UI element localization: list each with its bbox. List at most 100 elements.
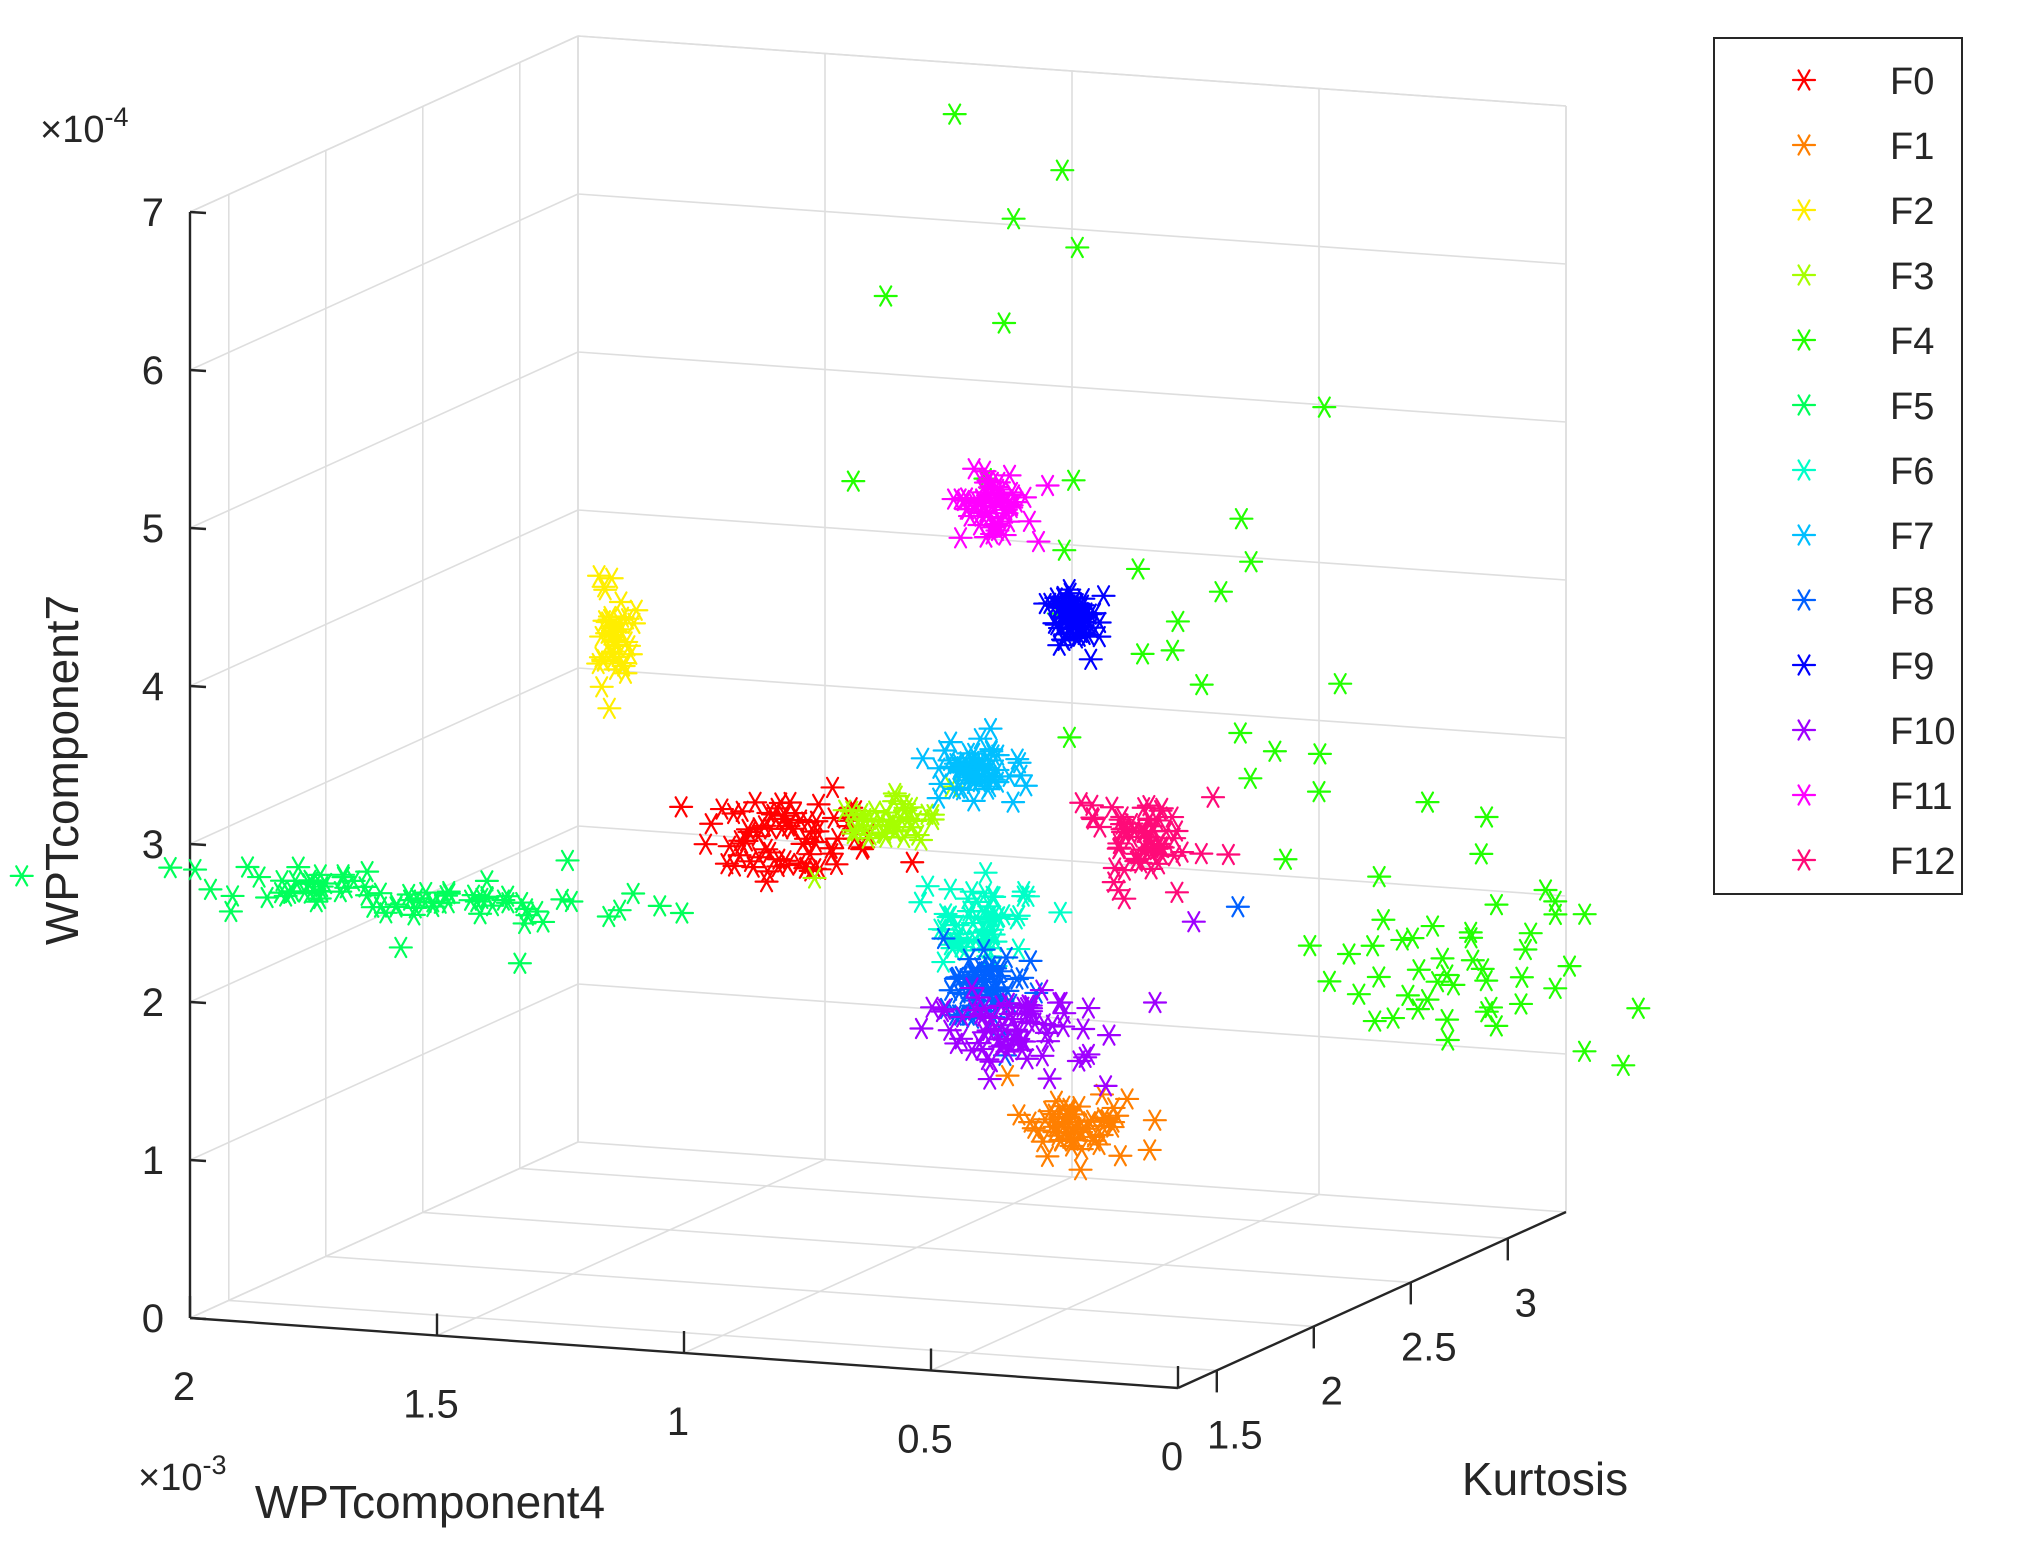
marker-F5 <box>413 881 438 904</box>
marker-F4 <box>992 312 1017 334</box>
marker-F8 <box>945 966 970 988</box>
marker-F9 <box>1073 605 1098 627</box>
marker-F12 <box>1112 859 1137 881</box>
marker-F2 <box>597 608 622 631</box>
marker-F4 <box>1543 977 1568 999</box>
marker-F10 <box>1052 1002 1077 1024</box>
marker-F6 <box>915 875 940 897</box>
marker-F5 <box>669 902 695 924</box>
marker-F10 <box>975 1048 1000 1071</box>
marker-F11 <box>962 458 987 480</box>
marker-F5 <box>313 872 338 895</box>
marker-F0 <box>778 812 803 834</box>
legend-label: F1 <box>1890 126 1934 168</box>
series-F1 <box>995 1064 1167 1181</box>
marker-F11 <box>985 514 1010 537</box>
marker-F5 <box>550 888 575 911</box>
grid-line <box>189 351 579 529</box>
marker-F5 <box>368 896 393 918</box>
marker-F12 <box>1080 806 1105 829</box>
marker-F4 <box>1346 983 1371 1005</box>
marker-F4 <box>1611 1054 1636 1076</box>
marker-F7 <box>968 728 993 750</box>
legend-entry-F8: F8 <box>1791 581 1934 623</box>
marker-F3 <box>899 796 924 819</box>
marker-F6 <box>927 918 953 940</box>
legend-label: F8 <box>1890 581 1934 623</box>
marker-F4 <box>1306 780 1332 803</box>
legend-entry-F6: F6 <box>1791 451 1934 493</box>
grid <box>189 35 1567 1389</box>
marker-F0 <box>714 853 740 875</box>
marker-F4 <box>1307 743 1332 765</box>
marker-F10 <box>1034 1022 1059 1044</box>
legend-label: F11 <box>1890 776 1953 818</box>
marker-F1 <box>1057 1099 1083 1122</box>
marker-F7 <box>979 740 1004 762</box>
marker-F4 <box>1262 740 1287 762</box>
marker-F5 <box>647 895 672 917</box>
marker-F10 <box>1093 1075 1118 1097</box>
marker-F10 <box>1076 997 1101 1019</box>
marker-F6 <box>933 903 958 925</box>
marker-F4 <box>1508 993 1534 1015</box>
marker-F1 <box>1006 1104 1032 1126</box>
marker-F9 <box>1047 634 1072 656</box>
legend-marker <box>1791 199 1817 221</box>
legend-marker <box>1791 134 1817 156</box>
marker-F4 <box>1484 893 1509 916</box>
marker-F12 <box>1099 796 1125 818</box>
marker-F5 <box>355 860 380 883</box>
marker-F1 <box>1108 1145 1133 1167</box>
marker-F0 <box>754 870 779 893</box>
grid-line <box>189 667 579 845</box>
marker-F4 <box>1228 722 1253 744</box>
x-axis-exponent: ×10-3 <box>138 1450 226 1499</box>
marker-F7 <box>1005 748 1030 770</box>
marker-F4 <box>1189 673 1214 696</box>
marker-F4 <box>1317 970 1342 993</box>
marker-F4 <box>1415 791 1440 813</box>
marker-F4 <box>1125 558 1151 580</box>
marker-F6 <box>982 886 1007 908</box>
marker-F4 <box>1518 922 1543 944</box>
y-axis-label: Kurtosis <box>1462 1453 1628 1505</box>
legend-entry-F11: F11 <box>1791 776 1953 818</box>
legend-label: F4 <box>1890 321 1934 363</box>
marker-F8 <box>931 927 956 950</box>
marker-F5 <box>388 936 413 959</box>
marker-F4 <box>1543 903 1568 926</box>
legend-entry-F0: F0 <box>1791 61 1934 103</box>
marker-F8 <box>994 946 1019 969</box>
legend-marker <box>1791 849 1817 871</box>
x-axis-label: WPTcomponent4 <box>255 1476 605 1528</box>
marker-F5 <box>198 878 223 901</box>
marker-F4 <box>1367 865 1392 888</box>
marker-F5 <box>158 856 183 879</box>
legend-label: F6 <box>1890 451 1934 493</box>
marker-F11 <box>1017 510 1042 532</box>
legend-label: F10 <box>1890 711 1955 753</box>
marker-F10 <box>959 1039 985 1062</box>
legend-label: F5 <box>1890 386 1934 428</box>
marker-F4 <box>1458 927 1484 949</box>
legend-marker <box>1791 719 1817 741</box>
marker-F1 <box>1069 1138 1094 1160</box>
marker-F8 <box>1225 896 1250 918</box>
marker-F4 <box>1130 643 1155 665</box>
marker-F7 <box>978 717 1003 740</box>
z-tick-label: 7 <box>142 191 164 235</box>
marker-F0 <box>699 813 724 835</box>
marker-F12 <box>1200 786 1226 808</box>
marker-F3 <box>879 810 904 833</box>
z-exponent-base: ×10 <box>40 109 104 151</box>
marker-F4 <box>1474 969 1499 992</box>
marker-F5 <box>182 858 208 881</box>
marker-F1 <box>1077 1111 1102 1133</box>
legend-label: F9 <box>1890 646 1934 688</box>
legend-entry-F10: F10 <box>1791 711 1955 753</box>
grid-line <box>189 983 579 1161</box>
marker-F5 <box>246 866 272 888</box>
legend-marker <box>1791 589 1817 611</box>
marker-F4 <box>1425 971 1450 993</box>
